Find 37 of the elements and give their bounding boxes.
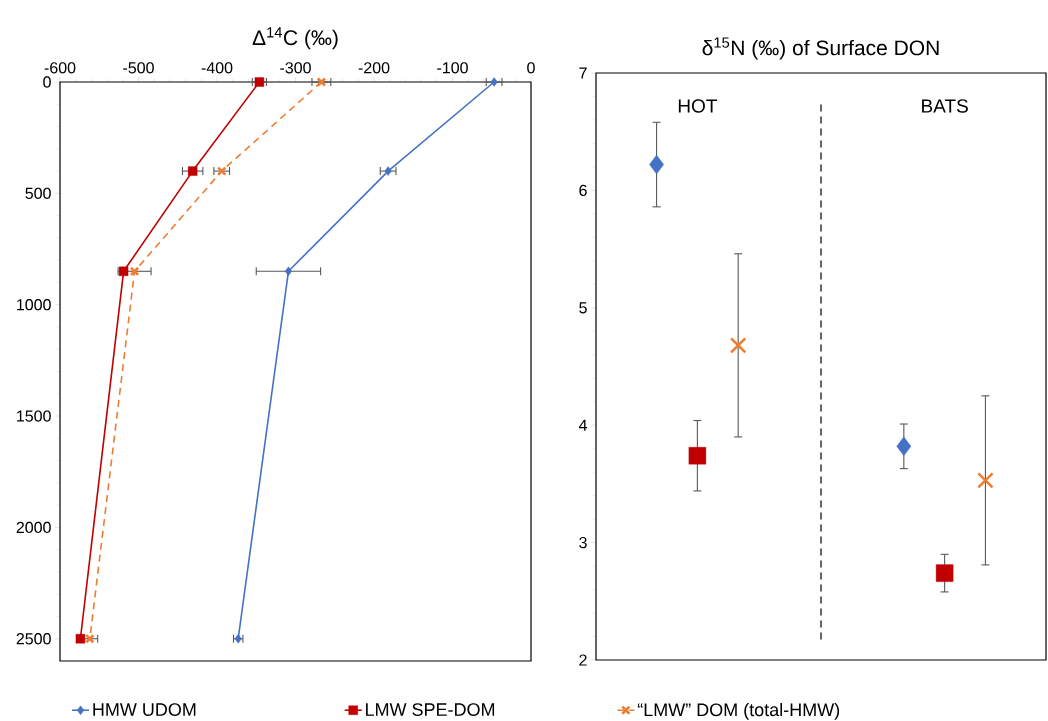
point [187, 166, 198, 176]
x-tick-label: -100 [437, 62, 468, 74]
x-tick-label: -300 [280, 62, 311, 74]
point [490, 77, 498, 87]
point [118, 266, 129, 276]
x-tick-label: -600 [44, 62, 76, 74]
x-tick-label: -200 [358, 62, 390, 74]
y-tick-label: 1000 [17, 299, 51, 311]
y-tick-label: 3 [579, 536, 587, 549]
point [384, 166, 392, 176]
y-tick-label: 2 [579, 654, 587, 666]
y-tick-label: 1500 [17, 410, 51, 422]
y-tick-label: 2500 [16, 633, 51, 645]
y-tick-label: 2000 [16, 521, 51, 534]
point [85, 633, 95, 644]
point [75, 634, 86, 644]
y-tick-label: 7 [579, 67, 587, 79]
y-tick-label: 4 [578, 419, 587, 431]
legend-label: HMW UDOM [93, 703, 196, 716]
x-tick-label: -400 [201, 62, 233, 74]
point [129, 266, 140, 277]
x-tick-label: BATS [922, 99, 968, 113]
x-tick-label: HOT [678, 99, 717, 113]
point [254, 77, 265, 87]
point [316, 77, 327, 87]
point [284, 266, 293, 276]
x-tick-label: -500 [123, 62, 154, 74]
legend-label: “LMW” DOM (total-HMW) [637, 702, 840, 720]
x-axis-title: Δ$^{14}$C (‰) [252, 27, 338, 50]
x-tick-label: 0 [527, 62, 535, 74]
y-tick-label: 6 [579, 184, 587, 197]
y-tick-label: 0 [43, 76, 51, 88]
y-tick-label: 5 [579, 302, 587, 314]
y-tick-label: 500 [25, 187, 51, 200]
point [216, 166, 227, 176]
legend-label: LMW SPE-DOM [366, 703, 495, 716]
chart-title: δ$^{15}$N (‰) of Surface DON [702, 37, 939, 60]
